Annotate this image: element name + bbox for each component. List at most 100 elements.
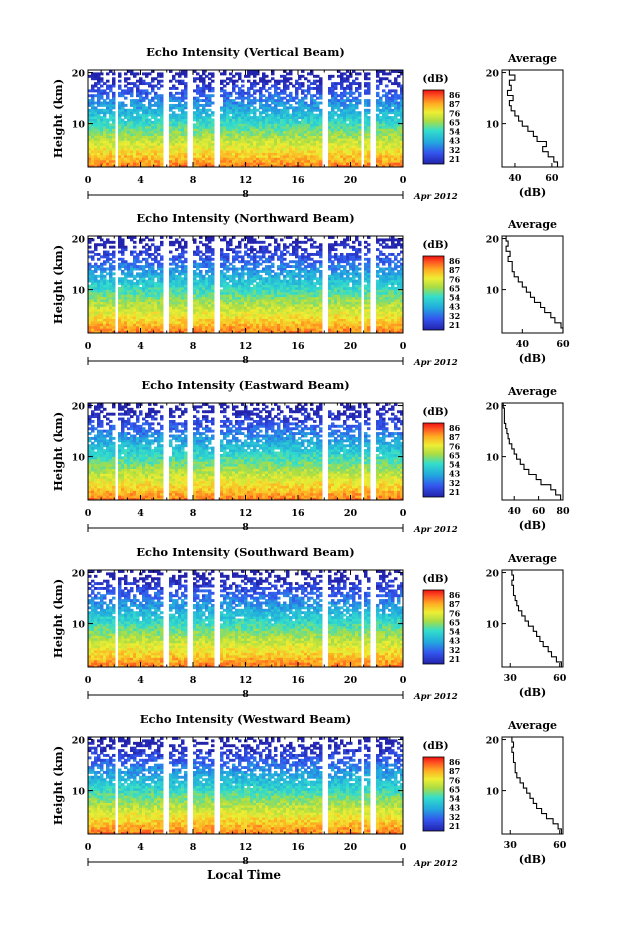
heatmap-cell bbox=[139, 265, 143, 268]
heatmap-cell bbox=[196, 77, 200, 80]
heatmap-cell bbox=[295, 80, 299, 83]
heatmap-cell bbox=[202, 253, 206, 256]
heatmap-cell bbox=[181, 260, 185, 263]
heatmap-cell bbox=[103, 82, 107, 85]
heatmap-cell bbox=[307, 72, 311, 75]
heatmap-cell bbox=[388, 72, 392, 75]
heatmap-cell bbox=[133, 246, 137, 249]
heatmap-cell bbox=[142, 251, 146, 254]
heatmap-cell bbox=[259, 246, 263, 249]
heatmap-cell bbox=[244, 272, 248, 275]
heatmap-cell bbox=[124, 104, 128, 107]
heatmap-cell bbox=[139, 260, 143, 263]
heatmap-cell bbox=[157, 119, 161, 122]
heatmap-cell bbox=[232, 265, 236, 268]
heatmap-cell bbox=[133, 72, 137, 75]
heatmap-cell bbox=[142, 104, 146, 107]
heatmap-cell bbox=[130, 280, 134, 283]
heatmap-cell bbox=[205, 255, 209, 258]
heatmap-cell bbox=[118, 258, 122, 261]
heatmap-cell bbox=[340, 109, 344, 112]
heatmap-cell bbox=[109, 253, 113, 256]
heatmap-cell bbox=[154, 102, 158, 105]
heatmap-cell bbox=[151, 263, 155, 266]
heatmap-cell bbox=[154, 255, 158, 258]
heatmap-cell bbox=[196, 85, 200, 88]
heatmap-cell bbox=[238, 241, 242, 244]
heatmap-cell bbox=[193, 260, 197, 263]
heatmap-cell bbox=[235, 80, 239, 83]
heatmap-cell bbox=[256, 255, 260, 258]
heatmap-cell bbox=[301, 97, 305, 100]
heatmap-cell bbox=[112, 265, 116, 268]
heatmap-cell bbox=[379, 109, 383, 112]
heatmap-cell bbox=[94, 263, 98, 266]
heatmap-cell bbox=[169, 80, 173, 83]
heatmap-cell bbox=[250, 116, 254, 119]
heatmap-cell bbox=[274, 80, 278, 83]
heatmap-cell bbox=[148, 246, 152, 249]
heatmap-cell bbox=[205, 94, 209, 97]
heatmap-cell bbox=[241, 238, 245, 241]
heatmap-cell bbox=[121, 89, 125, 92]
heatmap-cell bbox=[301, 82, 305, 85]
heatmap-cell bbox=[235, 246, 239, 249]
heatmap-cell bbox=[205, 243, 209, 246]
heatmap-cell bbox=[235, 72, 239, 75]
heatmap-cell bbox=[241, 85, 245, 88]
heatmap-cell bbox=[271, 77, 275, 80]
heatmap-cell bbox=[160, 263, 164, 266]
heatmap-cell bbox=[295, 106, 299, 109]
heatmap-cell bbox=[283, 102, 287, 105]
heatmap-cell bbox=[88, 99, 92, 102]
heatmap-cell bbox=[223, 80, 227, 83]
x-tick-label: 8 bbox=[190, 175, 197, 186]
heatmap-cell bbox=[124, 89, 128, 92]
heatmap-cell bbox=[88, 75, 92, 78]
heatmap-cell bbox=[382, 102, 386, 105]
panel-2: Echo Intensity (Northward Beam)1020Heigh… bbox=[51, 211, 570, 368]
heatmap-cell bbox=[145, 280, 149, 283]
heatmap-cell bbox=[133, 116, 137, 119]
heatmap-cell bbox=[202, 275, 206, 278]
heatmap-cell bbox=[106, 80, 110, 83]
heatmap-cell bbox=[247, 248, 251, 251]
heatmap-cell bbox=[250, 255, 254, 258]
heatmap-cell bbox=[226, 282, 230, 285]
average-frame bbox=[502, 70, 563, 167]
heatmap-cell bbox=[151, 258, 155, 261]
heatmap-cell bbox=[313, 99, 317, 102]
heatmap-cell bbox=[247, 260, 251, 263]
heatmap-cell bbox=[100, 102, 104, 105]
heatmap-cell bbox=[271, 263, 275, 266]
heatmap-cell bbox=[379, 77, 383, 80]
heatmap-cell bbox=[286, 94, 290, 97]
heatmap-cell bbox=[247, 80, 251, 83]
heatmap-cell bbox=[229, 268, 233, 271]
heatmap-cell bbox=[229, 248, 233, 251]
heatmap-cell bbox=[97, 87, 101, 90]
heatmap-cell bbox=[109, 258, 113, 261]
x-tick-label: 12 bbox=[239, 175, 252, 186]
heatmap-cell bbox=[130, 109, 134, 112]
heatmap-cell bbox=[280, 97, 284, 100]
average-y-tick-label: 10 bbox=[486, 120, 500, 131]
heatmap-cell bbox=[220, 238, 224, 241]
heatmap-cell bbox=[154, 85, 158, 88]
heatmap-cell bbox=[307, 80, 311, 83]
heatmap-cell bbox=[343, 87, 347, 90]
panel-1: Echo Intensity (Vertical Beam)1020Height… bbox=[51, 45, 563, 202]
heatmap-cell bbox=[283, 75, 287, 78]
heatmap-cell bbox=[346, 85, 350, 88]
heatmap-cell bbox=[256, 251, 260, 254]
heatmap-cell bbox=[181, 104, 185, 107]
average-title: Average bbox=[507, 52, 557, 65]
heatmap-cell bbox=[256, 116, 260, 119]
heatmap-cell bbox=[235, 97, 239, 100]
heatmap-cell bbox=[142, 72, 146, 75]
heatmap-cell bbox=[139, 89, 143, 92]
heatmap-cell bbox=[199, 251, 203, 254]
heatmap-cell bbox=[205, 270, 209, 273]
heatmap-cell bbox=[208, 114, 212, 117]
heatmap-cell bbox=[103, 251, 107, 254]
